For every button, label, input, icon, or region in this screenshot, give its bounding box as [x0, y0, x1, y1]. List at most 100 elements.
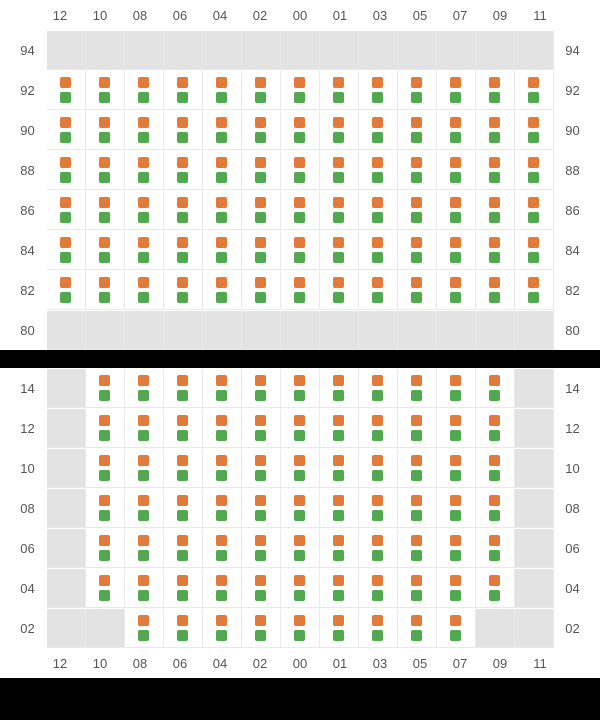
grid-cell[interactable] [47, 151, 86, 190]
grid-cell[interactable] [125, 529, 164, 568]
grid-cell[interactable] [398, 449, 437, 488]
grid-cell[interactable] [320, 609, 359, 648]
grid-cell[interactable] [86, 489, 125, 528]
grid-cell[interactable] [47, 569, 86, 608]
grid-cell[interactable] [242, 231, 281, 270]
grid-cell[interactable] [242, 409, 281, 448]
grid-cell[interactable] [398, 569, 437, 608]
grid-cell[interactable] [515, 151, 554, 190]
grid-cell[interactable] [86, 369, 125, 408]
grid-cell[interactable] [86, 449, 125, 488]
grid-cell[interactable] [47, 409, 86, 448]
grid-cell[interactable] [359, 449, 398, 488]
grid-cell[interactable] [242, 311, 281, 350]
grid-cell[interactable] [47, 489, 86, 528]
grid-cell[interactable] [242, 489, 281, 528]
grid-cell[interactable] [47, 31, 86, 70]
grid-cell[interactable] [125, 609, 164, 648]
grid-cell[interactable] [86, 71, 125, 110]
grid-cell[interactable] [437, 489, 476, 528]
grid-cell[interactable] [281, 569, 320, 608]
grid-cell[interactable] [47, 369, 86, 408]
grid-cell[interactable] [242, 111, 281, 150]
grid-cell[interactable] [242, 369, 281, 408]
grid-cell[interactable] [281, 231, 320, 270]
grid-cell[interactable] [164, 529, 203, 568]
grid-cell[interactable] [47, 191, 86, 230]
grid-cell[interactable] [359, 529, 398, 568]
grid-cell[interactable] [125, 111, 164, 150]
grid-cell[interactable] [86, 31, 125, 70]
grid-cell[interactable] [437, 31, 476, 70]
grid-cell[interactable] [320, 111, 359, 150]
grid-cell[interactable] [476, 409, 515, 448]
grid-cell[interactable] [203, 311, 242, 350]
grid-cell[interactable] [164, 409, 203, 448]
grid-cell[interactable] [320, 529, 359, 568]
grid-cell[interactable] [437, 71, 476, 110]
grid-cell[interactable] [359, 231, 398, 270]
grid-cell[interactable] [164, 609, 203, 648]
grid-cell[interactable] [398, 151, 437, 190]
grid-cell[interactable] [320, 311, 359, 350]
grid-cell[interactable] [47, 111, 86, 150]
grid-cell[interactable] [320, 31, 359, 70]
grid-cell[interactable] [515, 489, 554, 528]
grid-cell[interactable] [398, 609, 437, 648]
grid-cell[interactable] [164, 271, 203, 310]
grid-cell[interactable] [242, 271, 281, 310]
grid-cell[interactable] [203, 151, 242, 190]
grid-cell[interactable] [164, 569, 203, 608]
grid-cell[interactable] [125, 151, 164, 190]
grid-cell[interactable] [242, 151, 281, 190]
grid-cell[interactable] [398, 529, 437, 568]
grid-cell[interactable] [437, 231, 476, 270]
grid-cell[interactable] [281, 311, 320, 350]
grid-cell[interactable] [437, 409, 476, 448]
grid-cell[interactable] [125, 569, 164, 608]
grid-cell[interactable] [476, 231, 515, 270]
grid-cell[interactable] [281, 31, 320, 70]
grid-cell[interactable] [125, 191, 164, 230]
grid-cell[interactable] [398, 311, 437, 350]
grid-cell[interactable] [164, 71, 203, 110]
grid-cell[interactable] [125, 449, 164, 488]
grid-cell[interactable] [125, 71, 164, 110]
grid-cell[interactable] [203, 71, 242, 110]
grid-cell[interactable] [203, 609, 242, 648]
grid-cell[interactable] [437, 151, 476, 190]
grid-cell[interactable] [515, 71, 554, 110]
grid-cell[interactable] [476, 609, 515, 648]
grid-cell[interactable] [515, 191, 554, 230]
grid-cell[interactable] [125, 409, 164, 448]
grid-cell[interactable] [398, 409, 437, 448]
grid-cell[interactable] [476, 271, 515, 310]
grid-cell[interactable] [125, 489, 164, 528]
grid-cell[interactable] [398, 31, 437, 70]
grid-cell[interactable] [320, 271, 359, 310]
grid-cell[interactable] [320, 151, 359, 190]
grid-cell[interactable] [47, 231, 86, 270]
grid-cell[interactable] [320, 71, 359, 110]
grid-cell[interactable] [515, 569, 554, 608]
grid-cell[interactable] [476, 111, 515, 150]
grid-cell[interactable] [164, 151, 203, 190]
grid-cell[interactable] [47, 449, 86, 488]
grid-cell[interactable] [515, 529, 554, 568]
grid-cell[interactable] [86, 529, 125, 568]
grid-cell[interactable] [359, 71, 398, 110]
grid-cell[interactable] [476, 191, 515, 230]
grid-cell[interactable] [47, 71, 86, 110]
grid-cell[interactable] [281, 111, 320, 150]
grid-cell[interactable] [242, 609, 281, 648]
grid-cell[interactable] [359, 489, 398, 528]
grid-cell[interactable] [125, 271, 164, 310]
grid-cell[interactable] [125, 231, 164, 270]
grid-cell[interactable] [281, 449, 320, 488]
grid-cell[interactable] [242, 71, 281, 110]
grid-cell[interactable] [203, 231, 242, 270]
grid-cell[interactable] [281, 191, 320, 230]
grid-cell[interactable] [281, 71, 320, 110]
grid-cell[interactable] [359, 271, 398, 310]
grid-cell[interactable] [281, 529, 320, 568]
